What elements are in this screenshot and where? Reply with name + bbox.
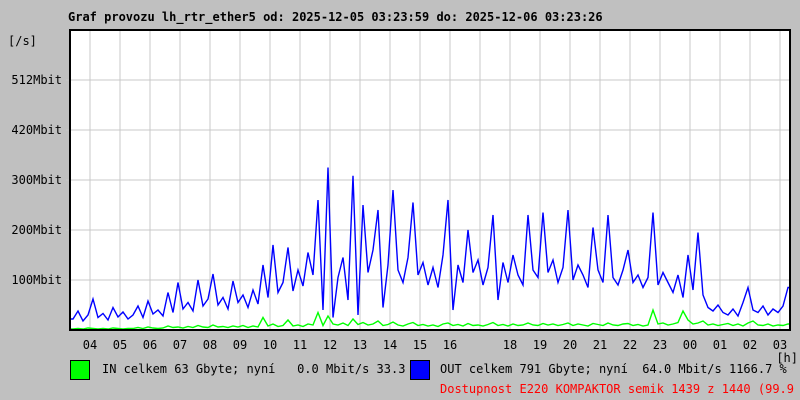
x-tick-label: 10	[263, 338, 277, 352]
plot-frame	[69, 29, 791, 331]
y-tick-label: 300Mbit	[11, 173, 62, 187]
availability-label: Dostupnost E220 KOMPAKTOR semik 1439 z 1…	[440, 382, 800, 396]
x-tick-label: 06	[143, 338, 157, 352]
x-tick-label: 19	[533, 338, 547, 352]
graph-title: Graf provozu lh_rtr_ether5 od: 2025-12-0…	[68, 10, 603, 24]
x-tick-label: 16	[443, 338, 457, 352]
x-tick-label: 18	[503, 338, 517, 352]
x-tick-label: 03	[773, 338, 787, 352]
x-tick-label: 14	[383, 338, 397, 352]
y-tick-label: 420Mbit	[11, 123, 62, 137]
y-tick-label: 200Mbit	[11, 223, 62, 237]
series-out-line	[70, 167, 790, 323]
legend-in-label: IN celkem 63 Gbyte; nyní 0.0 Mbit/s 33.3…	[102, 362, 420, 376]
x-tick-label: 02	[743, 338, 757, 352]
y-axis-unit-label: [/s]	[8, 34, 37, 48]
x-tick-label: 04	[83, 338, 97, 352]
x-tick-label: 09	[233, 338, 247, 352]
x-tick-label: 13	[353, 338, 367, 352]
x-tick-label: 21	[593, 338, 607, 352]
y-tick-label: 100Mbit	[11, 273, 62, 287]
y-tick-label: 512Mbit	[11, 73, 62, 87]
x-tick-label: 11	[293, 338, 307, 352]
x-tick-label: 20	[563, 338, 577, 352]
x-tick-label: 08	[203, 338, 217, 352]
x-tick-label: 07	[173, 338, 187, 352]
x-tick-label: 15	[413, 338, 427, 352]
x-tick-label: 12	[323, 338, 337, 352]
series-in-line	[70, 307, 790, 330]
legend-in-swatch	[70, 360, 90, 380]
x-tick-label: 05	[113, 338, 127, 352]
legend-out-swatch	[410, 360, 430, 380]
x-tick-label: 23	[653, 338, 667, 352]
legend-out-label: OUT celkem 791 Gbyte; nyní 64.0 Mbit/s 1…	[440, 362, 787, 376]
x-tick-label: 00	[683, 338, 697, 352]
x-tick-label: 01	[713, 338, 727, 352]
x-axis-unit-label: [h]	[776, 351, 798, 365]
x-tick-label: 22	[623, 338, 637, 352]
